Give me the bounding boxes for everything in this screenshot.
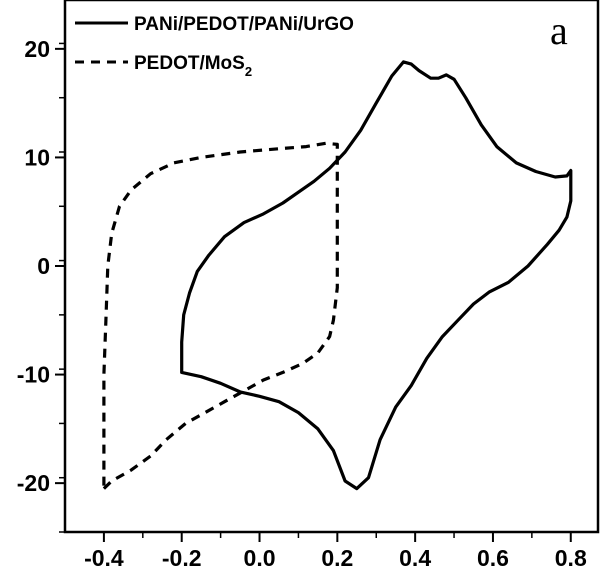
legend-label-1-main: PANi/PEDOT/PANi/UrGO xyxy=(134,14,354,35)
y-tick-label: 10 xyxy=(24,144,50,170)
legend: PANi/PEDOT/PANi/UrGO PEDOT/MoS2 xyxy=(75,14,354,79)
legend-label-1: PANi/PEDOT/PANi/UrGO xyxy=(134,14,354,35)
x-tick-label: 0.0 xyxy=(244,545,276,571)
legend-entry-2: PEDOT/MoS2 xyxy=(75,53,252,79)
y-tick-label: 20 xyxy=(24,36,50,62)
panel-label: a xyxy=(550,8,568,53)
x-tick-label: 0.8 xyxy=(555,545,587,571)
x-tick-label: -0.2 xyxy=(162,545,202,571)
y-tick-label: -10 xyxy=(17,362,50,388)
x-axis: -0.4 -0.2 0.0 0.2 0.4 0.6 0.8 xyxy=(84,532,587,571)
legend-entry-1: PANi/PEDOT/PANi/UrGO xyxy=(75,14,354,35)
legend-label-2-subscript: 2 xyxy=(245,64,252,79)
x-tick-label: 0.6 xyxy=(477,545,509,571)
series-line-2 xyxy=(102,141,339,490)
x-tick-label: 0.4 xyxy=(399,545,431,571)
y-tick-label: -20 xyxy=(17,470,50,496)
x-tick-label: 0.2 xyxy=(321,545,353,571)
x-tick-label: -0.4 xyxy=(84,545,124,571)
y-axis: -20 -10 0 10 20 xyxy=(17,36,65,533)
y-tick-label: 0 xyxy=(37,253,50,279)
plot-layer xyxy=(102,60,573,491)
legend-label-2-main: PEDOT/MoS xyxy=(134,53,245,74)
plot-frame xyxy=(63,0,600,534)
series-line-1 xyxy=(180,60,573,491)
legend-label-2: PEDOT/MoS2 xyxy=(134,53,252,79)
